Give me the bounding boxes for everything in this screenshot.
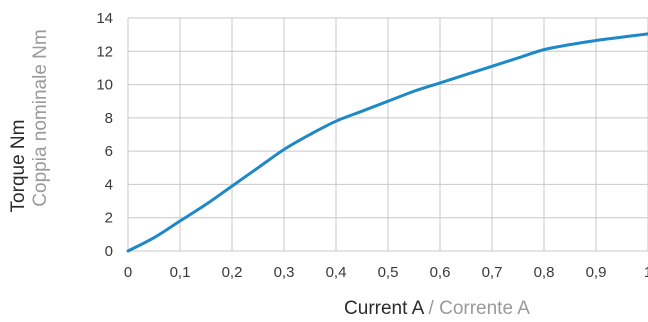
x-tick-label: 0,4 [326,264,347,281]
torque-series-line [126,32,648,253]
x-axis-label-sub: Corrente A [439,298,530,319]
y-axis-label-sub: Coppia nominale Nm [30,29,51,206]
y-tick-label: 6 [105,143,113,160]
y-axis-label: Torque Nm Coppia nominale Nm [8,29,51,212]
series-layer [126,32,648,253]
y-tick-labels: 0 2 4 6 8 10 12 14 [96,10,113,260]
y-tick-label: 10 [96,77,113,94]
x-axis-label-separator: / [423,298,439,319]
y-tick-label: 4 [105,176,113,193]
grid [127,17,648,252]
x-tick-label: 1 [644,264,648,281]
x-tick-label: 0 [124,264,132,281]
y-tick-label: 0 [105,243,113,260]
x-axis-label: Current A / Corrente A [344,298,530,319]
x-tick-label: 0,3 [274,264,295,281]
x-tick-label: 0,1 [170,264,191,281]
y-tick-label: 2 [105,210,113,227]
x-tick-label: 0,9 [586,264,607,281]
y-tick-label: 8 [105,110,113,127]
x-tick-label: 0,2 [222,264,243,281]
x-tick-label: 0,5 [378,264,399,281]
x-tick-label: 0,7 [482,264,503,281]
x-tick-label: 0,6 [430,264,451,281]
y-tick-label: 12 [96,43,113,60]
x-axis-label-main: Current A [344,298,425,319]
y-tick-label: 14 [96,10,113,27]
y-axis-label-main: Torque Nm [8,120,29,213]
x-tick-labels: 0 0,1 0,2 0,3 0,4 0,5 0,6 0,7 0,8 0,9 1 [124,264,648,281]
x-tick-label: 0,8 [534,264,555,281]
